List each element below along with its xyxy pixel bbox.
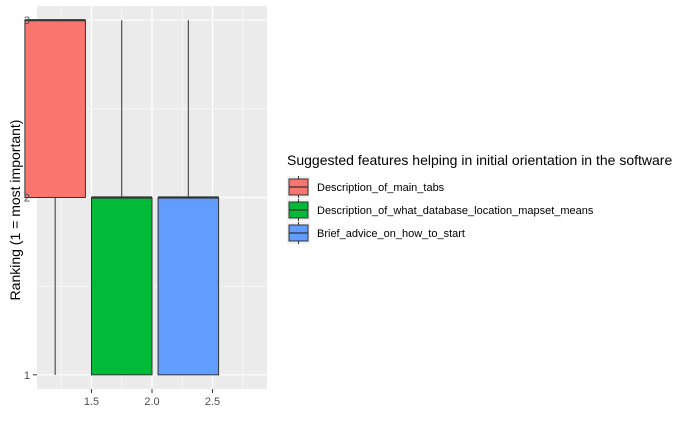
legend-label: Description_of_main_tabs — [317, 182, 445, 194]
box-body — [24, 19, 86, 199]
box-group — [90, 20, 153, 376]
legend-items: Description_of_main_tabs Description_of_w… — [287, 176, 594, 244]
legend: Suggested features helping in initial or… — [287, 152, 672, 244]
x-tick-label: 2.5 — [205, 396, 220, 408]
y-axis: 1 2 3 — [24, 15, 37, 382]
y-tick-label: 3 — [24, 15, 30, 27]
box-body — [157, 197, 220, 376]
y-axis-label: Ranking (1 = most important) — [7, 120, 23, 301]
x-tick-label: 2.0 — [144, 396, 159, 408]
y-tick-label: 2 — [24, 193, 30, 205]
legend-item: Brief_advice_on_how_to_start — [287, 222, 465, 244]
legend-item: Description_of_main_tabs — [287, 176, 445, 198]
x-axis: 1.5 2.0 2.5 — [84, 389, 220, 408]
y-tick-label: 1 — [24, 370, 30, 382]
legend-title: Suggested features helping in initial or… — [287, 152, 672, 168]
boxes — [24, 19, 220, 376]
legend-item: Description_of_what_database_location_ma… — [287, 199, 594, 221]
box-group — [157, 20, 220, 376]
box-group — [24, 19, 86, 375]
legend-label: Brief_advice_on_how_to_start — [317, 228, 465, 240]
legend-label: Description_of_what_database_location_ma… — [317, 205, 594, 217]
x-tick-label: 1.5 — [84, 396, 99, 408]
box-body — [90, 197, 153, 376]
